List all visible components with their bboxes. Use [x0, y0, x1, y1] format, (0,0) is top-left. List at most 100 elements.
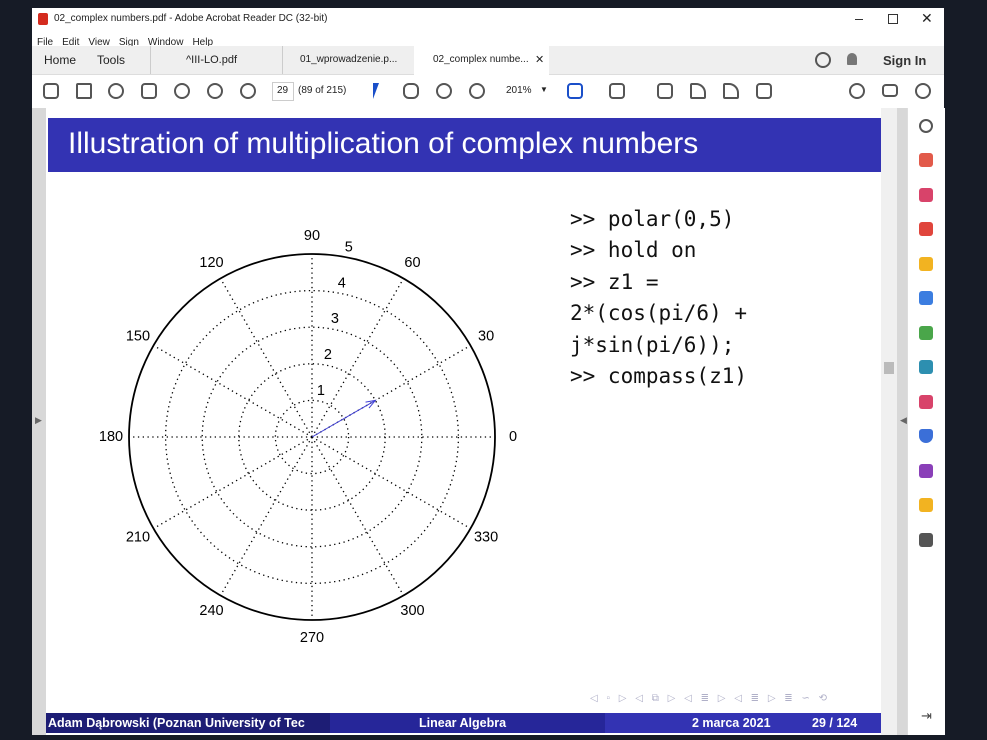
- menu-item[interactable]: File: [37, 37, 54, 48]
- zoom-in[interactable]: [469, 83, 485, 99]
- divider: [150, 46, 151, 74]
- share-link[interactable]: [849, 83, 865, 99]
- code-block: >> polar(0,5) >> hold on >> z1 = 2*(cos(pi/…: [570, 204, 747, 392]
- close[interactable]: ✕: [921, 10, 933, 26]
- slide-title: Illustration of multiplication of comple…: [68, 127, 699, 160]
- save[interactable]: [43, 83, 59, 99]
- ring-grid-line: [238, 363, 386, 511]
- notifications[interactable]: [847, 53, 857, 65]
- tool-zoom[interactable]: [919, 119, 933, 133]
- ring-grid-line: [164, 289, 460, 585]
- zoom-out[interactable]: [436, 83, 452, 99]
- scroll-mode[interactable]: [609, 83, 625, 99]
- highlight[interactable]: [690, 83, 706, 99]
- theta-tick-label: 210: [126, 529, 150, 545]
- toolbar: [32, 75, 944, 109]
- theta-tick-label: 60: [404, 255, 420, 271]
- doc-tab[interactable]: ^III-LO.pdf: [186, 54, 238, 66]
- menu-item[interactable]: Sign: [118, 37, 139, 48]
- r-tick-label: 5: [345, 239, 353, 255]
- spoke-grid-line: [153, 344, 313, 438]
- tool-certify[interactable]: [919, 498, 933, 512]
- tool-combine[interactable]: [919, 291, 933, 305]
- bookmark[interactable]: [76, 83, 92, 99]
- menu-item[interactable]: Window: [147, 37, 184, 48]
- sign-in[interactable]: Sign In: [883, 53, 927, 68]
- comment[interactable]: [657, 83, 673, 99]
- add-user[interactable]: [915, 83, 931, 99]
- next-page[interactable]: [240, 83, 256, 99]
- menu-item[interactable]: View: [88, 37, 110, 48]
- tool-compress[interactable]: [919, 326, 933, 340]
- pdf-page: [46, 108, 881, 735]
- code-line: >> polar(0,5): [570, 207, 735, 231]
- code-line: >> hold on: [570, 238, 697, 263]
- hand-tool[interactable]: [403, 83, 419, 99]
- footer-center: [330, 713, 605, 733]
- maximize[interactable]: [888, 14, 898, 24]
- sign[interactable]: [756, 83, 772, 99]
- tool-organize[interactable]: [919, 188, 933, 202]
- zoom-dropdown[interactable]: ▼: [540, 85, 548, 94]
- tab-close[interactable]: ✕: [535, 54, 545, 66]
- search[interactable]: [174, 83, 190, 99]
- spoke-grid-line: [311, 436, 405, 596]
- ring-grid-line: [274, 399, 350, 475]
- footer-left: [46, 713, 330, 733]
- theta-tick-label: 270: [300, 630, 324, 646]
- tool-sign[interactable]: [919, 464, 933, 478]
- select-tool[interactable]: [373, 83, 385, 99]
- theta-tick-label: 0: [509, 429, 517, 445]
- doc-tab[interactable]: 01_wprowadzenie.p...: [300, 54, 398, 65]
- upload[interactable]: [108, 83, 124, 99]
- menu-item[interactable]: Edit: [62, 37, 80, 48]
- spoke-grid-line: [219, 436, 313, 596]
- footer-author: Adam Dąbrowski (Poznan University of Tec: [48, 716, 305, 730]
- window-title: 02_complex numbers.pdf - Adobe Acrobat R…: [54, 13, 328, 24]
- tool-fill-sign[interactable]: [919, 395, 933, 409]
- theta-tick-label: 30: [478, 328, 494, 344]
- help-button[interactable]: [815, 52, 831, 68]
- spoke-grid-line: [219, 278, 313, 438]
- vector-head: [365, 399, 377, 409]
- theta-tick-label: 180: [99, 429, 123, 445]
- menu-item[interactable]: Help: [192, 37, 214, 48]
- tab-home[interactable]: Home: [44, 53, 77, 67]
- scrollbar[interactable]: [881, 108, 897, 735]
- minimize[interactable]: [855, 19, 863, 20]
- prev-page[interactable]: [207, 83, 223, 99]
- page-number[interactable]: 29: [277, 85, 289, 96]
- beamer-nav[interactable]: ◁ ▫ ▷ ◁ ⧉ ▷ ◁ ≣ ▷ ◁ ≣ ▷ ≣ ∽ ⟲: [590, 693, 830, 704]
- spoke-grid-line: [311, 344, 471, 438]
- code-line: j*sin(pi/6));: [570, 332, 735, 357]
- tools-pane: [907, 108, 945, 735]
- r-tick-label: 1: [317, 383, 325, 399]
- tool-comment[interactable]: [919, 257, 933, 271]
- collapse-pane[interactable]: ⇥: [921, 708, 932, 723]
- tab-tools[interactable]: Tools: [97, 53, 126, 67]
- theta-tick-label: 120: [199, 255, 223, 271]
- spoke-grid-line: [153, 436, 313, 530]
- tool-export[interactable]: [919, 222, 933, 236]
- zoom-level[interactable]: 201%: [506, 85, 532, 96]
- print[interactable]: [141, 83, 157, 99]
- doc-tab[interactable]: 02_complex numbe...: [433, 54, 529, 65]
- theta-tick-label: 300: [400, 603, 424, 619]
- polar-plot: 0 30 60 90 120 150 180 210 240 270 300 330 1 2 3 4 5: [99, 228, 517, 646]
- right-pane-toggle[interactable]: ◀: [900, 415, 907, 425]
- draw[interactable]: [723, 83, 739, 99]
- r-tick-label: 3: [331, 311, 339, 327]
- left-pane-toggle[interactable]: ▶: [35, 415, 42, 425]
- tool-edit[interactable]: [919, 360, 933, 374]
- page-count: (89 of 215): [298, 85, 347, 96]
- theta-tick-label: 90: [304, 228, 320, 244]
- tool-protect[interactable]: [919, 429, 933, 443]
- active-tab[interactable]: [414, 46, 549, 75]
- fit-page[interactable]: [567, 83, 583, 99]
- menu-bar: File Edit View Sign Window Help: [37, 32, 222, 48]
- page-input[interactable]: [272, 82, 294, 101]
- tool-create-pdf[interactable]: [919, 153, 933, 167]
- scroll-thumb[interactable]: [884, 362, 894, 374]
- tool-more[interactable]: [919, 533, 933, 547]
- email[interactable]: [882, 84, 898, 97]
